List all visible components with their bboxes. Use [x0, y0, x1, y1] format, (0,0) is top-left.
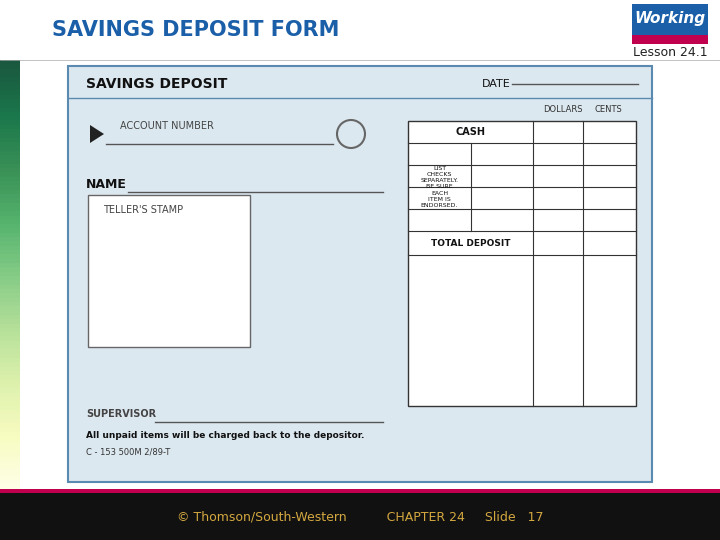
Text: DATE: DATE: [482, 79, 510, 89]
Polygon shape: [90, 125, 104, 143]
Text: © Thomson/South-Western          CHAPTER 24     Slide   17: © Thomson/South-Western CHAPTER 24 Slide…: [176, 510, 544, 523]
Text: SUPERVISOR: SUPERVISOR: [86, 409, 156, 419]
Bar: [632, 4, 708, 44]
Text: Lesson 24.1: Lesson 24.1: [633, 46, 707, 59]
Bar: [632, 35, 708, 44]
Text: CASH: CASH: [456, 127, 485, 137]
Bar: [0, 0, 720, 60]
Text: NAME: NAME: [86, 178, 127, 191]
Text: SAVINGS DEPOSIT: SAVINGS DEPOSIT: [86, 77, 228, 91]
Text: TOTAL DEPOSIT: TOTAL DEPOSIT: [431, 239, 510, 247]
Text: CENTS: CENTS: [595, 105, 623, 113]
Text: All unpaid items will be charged back to the depositor.: All unpaid items will be charged back to…: [86, 431, 364, 441]
Text: Working: Working: [634, 10, 706, 25]
Bar: [68, 66, 652, 482]
Bar: [88, 195, 250, 347]
Text: C - 153 500M 2/89-T: C - 153 500M 2/89-T: [86, 448, 170, 456]
Text: SAVINGS DEPOSIT FORM: SAVINGS DEPOSIT FORM: [52, 20, 339, 40]
Bar: [0, 490, 720, 540]
Text: DOLLARS: DOLLARS: [544, 105, 582, 113]
Bar: [0, 489, 720, 493]
Text: LIST
CHECKS
SEPARATELY.
BE SURE
EACH
ITEM IS
ENDORSED.: LIST CHECKS SEPARATELY. BE SURE EACH ITE…: [420, 166, 459, 208]
Text: ACCOUNT NUMBER: ACCOUNT NUMBER: [120, 121, 214, 131]
Text: TELLER'S STAMP: TELLER'S STAMP: [103, 205, 183, 215]
Bar: [408, 121, 636, 406]
